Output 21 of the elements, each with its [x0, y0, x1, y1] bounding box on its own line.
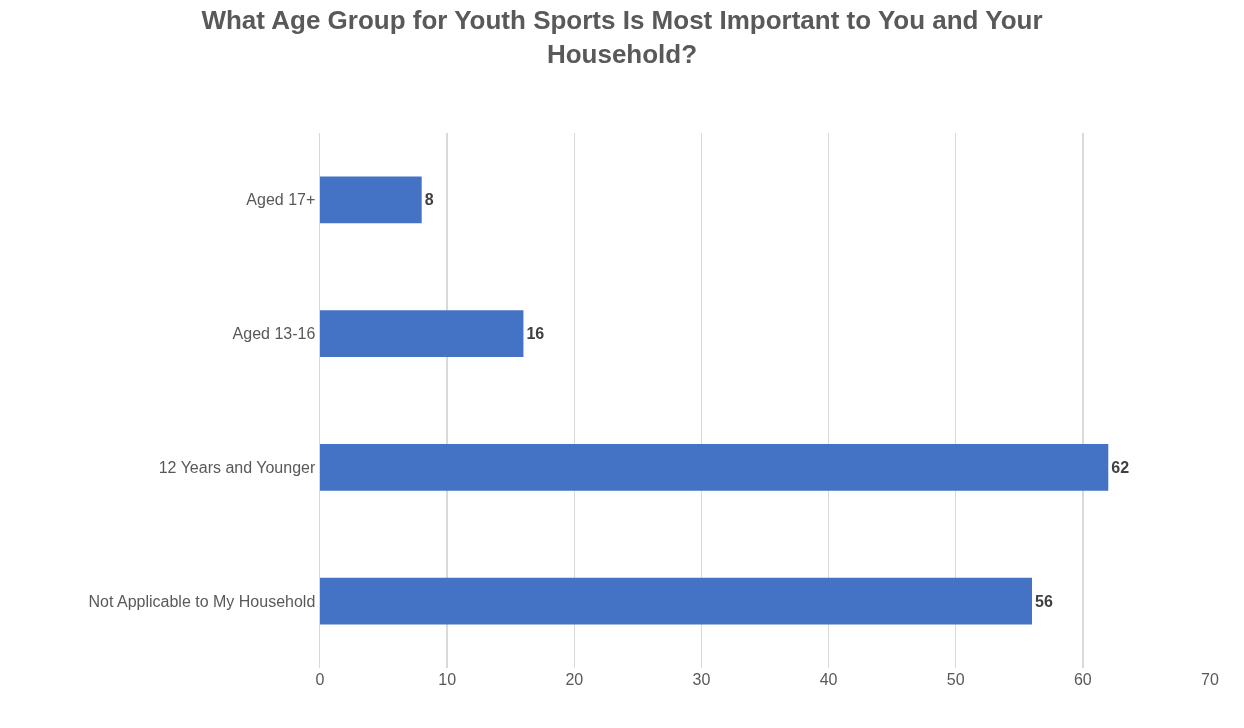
- x-tick-label: 50: [946, 671, 965, 688]
- x-tick-label: 70: [1201, 671, 1219, 688]
- bar: [320, 176, 422, 224]
- x-tick-label: 40: [819, 671, 838, 688]
- x-tick-label: 0: [315, 671, 325, 688]
- y-tick-label: Aged 17+: [246, 191, 316, 209]
- x-tick-label: 60: [1073, 671, 1092, 688]
- y-tick-label: 12 Years and Younger: [158, 458, 316, 476]
- x-tick-label: 20: [565, 671, 584, 688]
- y-tick-label: Not Applicable to My Household: [88, 592, 316, 610]
- y-tick-label: Aged 13-16: [232, 325, 316, 343]
- x-tick-label: 10: [438, 671, 457, 688]
- bar: [320, 310, 524, 358]
- data-label: 16: [526, 325, 545, 343]
- bar: [320, 443, 1109, 491]
- data-label: 8: [424, 191, 434, 209]
- bar: [320, 577, 1032, 625]
- x-tick-label: 30: [692, 671, 711, 688]
- chart-title: What Age Group for Youth Sports Is Most Important to You and Your Household?: [201, 5, 1043, 69]
- data-label: 62: [1111, 458, 1130, 476]
- data-label: 56: [1035, 592, 1053, 610]
